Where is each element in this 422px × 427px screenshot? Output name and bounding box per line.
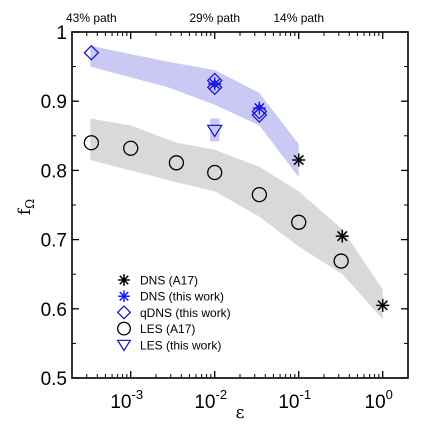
data-point bbox=[123, 140, 139, 156]
top-path-label: 43% path bbox=[66, 11, 117, 25]
top-path-label: 14% path bbox=[273, 11, 324, 25]
data-point bbox=[291, 214, 307, 230]
x-tick-exponent: -3 bbox=[132, 387, 144, 402]
diamond-marker bbox=[206, 72, 223, 89]
legend-item: DNS (this work) bbox=[118, 290, 224, 304]
asterisk-marker bbox=[118, 290, 130, 303]
x-tick-exponent: -1 bbox=[300, 387, 312, 402]
y-axis-label-main: f bbox=[15, 207, 35, 215]
top-labels: 43% path 29% path 14% path bbox=[66, 11, 324, 25]
legend-marker bbox=[117, 321, 131, 336]
y-tick-label: 1 bbox=[56, 23, 67, 44]
x-tick-exponent: 0 bbox=[386, 387, 393, 402]
asterisk-marker bbox=[376, 298, 390, 312]
y-tick-label: 0.7 bbox=[41, 231, 67, 252]
bands-layer bbox=[90, 45, 383, 320]
data-point bbox=[83, 44, 100, 61]
data-point bbox=[83, 135, 100, 151]
circle-marker bbox=[117, 321, 131, 336]
y-tick-label: 0.6 bbox=[41, 300, 67, 321]
diamond-marker bbox=[83, 44, 100, 61]
circle-marker bbox=[83, 135, 100, 151]
data-point bbox=[292, 153, 306, 167]
diamond-marker bbox=[251, 107, 268, 123]
asterisk-marker bbox=[208, 77, 222, 91]
data-point bbox=[168, 155, 185, 171]
data-point bbox=[251, 103, 268, 120]
x-tick-base: 10 bbox=[365, 392, 386, 413]
legend-marker bbox=[116, 305, 132, 320]
data-point bbox=[376, 298, 390, 312]
data-point bbox=[206, 79, 223, 96]
upper-band bbox=[90, 45, 299, 178]
diamond-marker bbox=[251, 103, 268, 120]
circle-marker bbox=[333, 253, 349, 269]
triangle-marker bbox=[116, 339, 132, 352]
legend-marker bbox=[118, 274, 130, 286]
lower-band bbox=[90, 118, 383, 320]
x-tick-label: 10-2 bbox=[194, 387, 227, 413]
x-tick-base: 10 bbox=[194, 392, 215, 413]
legend-item: LES (this work) bbox=[116, 338, 221, 352]
diamond-marker bbox=[116, 305, 132, 320]
series-les-a17 bbox=[83, 135, 349, 269]
data-point bbox=[251, 107, 268, 123]
x-axis-label: ε bbox=[236, 403, 245, 423]
data-layer bbox=[83, 44, 390, 312]
legend: DNS (A17) DNS (this work) qDNS (this work)… bbox=[116, 274, 231, 352]
data-point bbox=[207, 164, 223, 181]
circle-marker bbox=[251, 186, 268, 203]
x-tick-label: 10-3 bbox=[110, 387, 143, 413]
legend-marker bbox=[118, 290, 130, 303]
x-tick-label: 100 bbox=[365, 387, 393, 413]
legend-label: DNS (A17) bbox=[140, 274, 198, 288]
x-tick-exponent: -2 bbox=[216, 387, 228, 402]
asterisk-marker bbox=[292, 153, 306, 167]
diamond-marker bbox=[206, 79, 223, 96]
x-tick-base: 10 bbox=[278, 392, 299, 413]
circle-marker bbox=[207, 164, 223, 181]
y-tick-label: 0.5 bbox=[41, 369, 67, 390]
legend-item: DNS (A17) bbox=[118, 274, 198, 288]
y-axis-label: fΩ bbox=[15, 199, 37, 215]
legend-marker bbox=[116, 339, 132, 352]
asterisk-marker bbox=[335, 229, 349, 243]
circle-marker bbox=[291, 214, 307, 230]
small-band bbox=[210, 118, 220, 142]
legend-label: qDNS (this work) bbox=[140, 306, 231, 320]
series-les-this-work bbox=[206, 124, 223, 138]
series-dns-a17 bbox=[292, 153, 390, 312]
data-point bbox=[251, 186, 268, 203]
circle-marker bbox=[123, 140, 139, 156]
data-point bbox=[333, 253, 349, 269]
y-axis-label-sub: Ω bbox=[23, 199, 37, 209]
x-tick-label: 10-1 bbox=[278, 387, 311, 413]
x-tick-base: 10 bbox=[110, 392, 131, 413]
top-path-label: 29% path bbox=[189, 11, 240, 25]
legend-label: LES (A17) bbox=[140, 322, 195, 336]
data-point bbox=[335, 229, 349, 243]
legend-item: qDNS (this work) bbox=[116, 305, 231, 320]
data-point bbox=[206, 124, 223, 138]
series-qdns-this-work bbox=[83, 44, 268, 123]
legend-label: LES (this work) bbox=[140, 338, 221, 352]
y-tick-label: 0.9 bbox=[41, 92, 67, 113]
triangle-marker bbox=[206, 124, 223, 138]
data-point bbox=[206, 72, 223, 89]
asterisk-marker bbox=[118, 274, 130, 286]
y-tick-label: 0.8 bbox=[41, 161, 67, 182]
legend-label: DNS (this work) bbox=[140, 290, 224, 304]
legend-item: LES (A17) bbox=[117, 321, 195, 336]
data-point bbox=[208, 77, 222, 91]
circle-marker bbox=[168, 155, 185, 171]
